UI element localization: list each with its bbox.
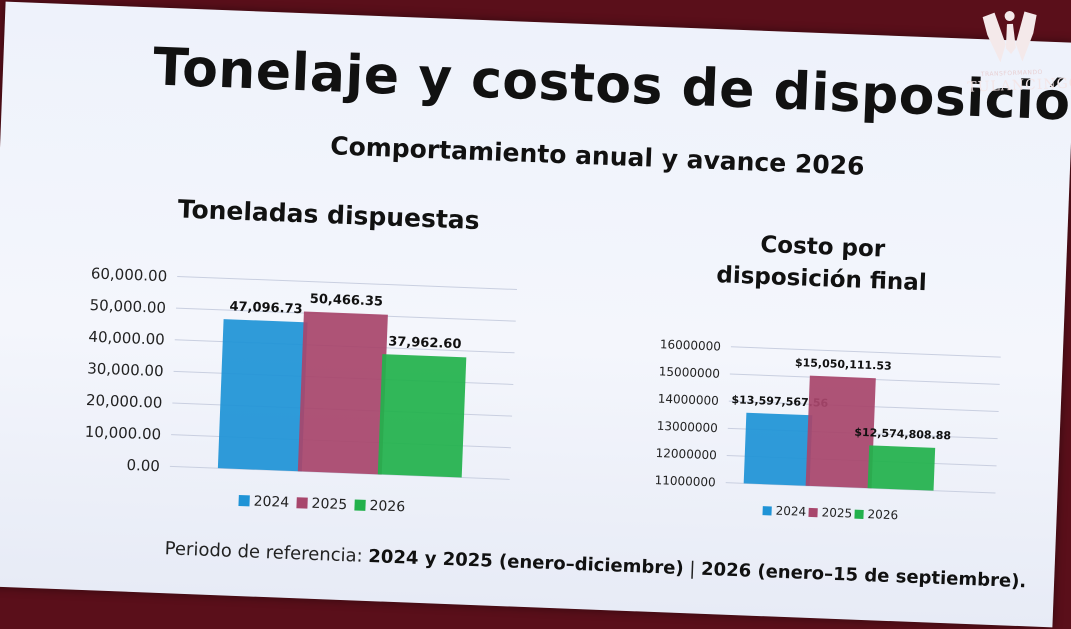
footnote-years: 2024 y 2025 (enero–diciembre) [367, 546, 685, 580]
footnote-current: 2026 (enero–15 de septiembre). [700, 558, 1027, 593]
data-label: $13,597,567.56 [731, 393, 829, 410]
y-tick-label: 16000000 [660, 337, 722, 353]
bar-2026 [867, 445, 936, 491]
legend-label: 2025 [821, 505, 852, 520]
reference-period-note: Periodo de referencia: 2024 y 2025 (ener… [164, 538, 1026, 592]
legend-swatch-2026 [854, 509, 864, 519]
legend-label: 2024 [775, 504, 806, 519]
bar-2025 [297, 311, 388, 475]
gridline [730, 346, 1001, 358]
tulancingo-logo: TRANSFORMANDO TULANCINGO [964, 2, 1071, 100]
data-label: 50,466.35 [310, 292, 384, 310]
y-tick-label: 30,000.00 [87, 359, 164, 380]
legend-swatch-2025 [296, 497, 308, 509]
y-tick-label: 11000000 [654, 473, 716, 489]
slide-title: Tonelaje y costos de disposición [152, 37, 1071, 135]
y-tick-label: 50,000.00 [89, 296, 166, 317]
data-label: $12,574,808.88 [854, 426, 951, 443]
data-label: 47,096.73 [229, 299, 303, 317]
bar-2025 [805, 375, 876, 489]
y-tick-label: 20,000.00 [86, 391, 163, 412]
legend-swatch-2024 [762, 506, 772, 516]
footnote-separator: | [683, 558, 702, 580]
legend-label: 2026 [867, 507, 898, 522]
legend-label: 2026 [369, 498, 405, 515]
bar-2024 [743, 412, 813, 486]
y-tick-label: 12000000 [655, 446, 717, 462]
data-label: 37,962.60 [388, 334, 462, 352]
y-tick-label: 40,000.00 [88, 328, 165, 349]
logo-name: TULANCINGO [967, 75, 1071, 96]
y-tick-label: 14000000 [658, 392, 720, 408]
gridline [177, 275, 517, 291]
chart1-title: Toneladas dispuestas [177, 194, 481, 236]
bar-2024 [217, 319, 308, 472]
legend-swatch-2024 [238, 494, 250, 507]
tonnage-chart: 0.00 10,000.00 20,000.00 30,000.00 40,000.00… [84, 264, 517, 515]
legend-label: 2025 [311, 496, 347, 513]
y-tick-label: 0.00 [126, 456, 160, 475]
y-tick-label: 13000000 [656, 419, 718, 435]
cost-chart: 11000000 12000000 13000000 14000000 15000000… [654, 337, 1001, 522]
legend-label: 2024 [253, 494, 289, 511]
chart2-title: Costo por disposición final [715, 231, 928, 297]
y-tick-label: 15000000 [659, 364, 721, 380]
footnote-prefix: Periodo de referencia: [164, 538, 369, 568]
legend-swatch-2025 [808, 507, 818, 518]
data-label: $15,050,111.53 [795, 356, 892, 373]
logo-icon [982, 11, 1037, 63]
y-tick-label: 10,000.00 [84, 423, 161, 444]
y-tick-label: 60,000.00 [91, 264, 168, 285]
legend-swatch-2026 [354, 499, 366, 511]
slide-subtitle: Comportamiento anual y avance 2026 [329, 131, 865, 181]
bar-2026 [377, 354, 467, 478]
